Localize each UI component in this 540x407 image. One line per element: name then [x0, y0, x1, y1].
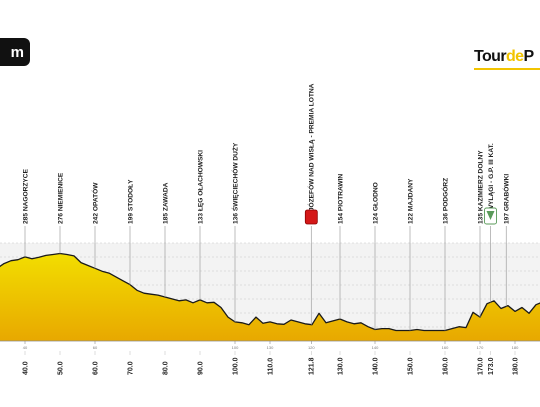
km-tick-label: 150.0 [407, 357, 414, 375]
place-label: 276 NIEMIENICE [57, 172, 64, 224]
stage-badge: m [0, 38, 30, 66]
profile-outline [0, 252, 540, 332]
small-tick-label: 40 [23, 345, 28, 350]
km-tick-label: 70.0 [127, 361, 134, 375]
km-tick-label: 121.8 [309, 357, 316, 375]
small-tick-label: 140 [372, 345, 379, 350]
place-label: 162 WYLĄGI - G.P. III KAT. [488, 143, 495, 224]
km-tick-label: 180.0 [512, 357, 519, 375]
km-tick-label: 80.0 [162, 361, 169, 375]
km-tick-label: 50.0 [57, 361, 64, 375]
sprint-marker-icon [304, 209, 318, 225]
place-label: 122 MAJDANY [407, 178, 414, 224]
small-tick-label: 100 [232, 345, 239, 350]
small-tick-label: 130 [267, 345, 274, 350]
km-tick-label: 100.0 [232, 357, 239, 375]
km-tick-label: 140.0 [372, 357, 379, 375]
place-label: 154 PIOTRAWIN [337, 174, 344, 224]
km-tick-label: 130.0 [337, 357, 344, 375]
logo-text-p: P [523, 48, 534, 65]
place-label: 136 PODGÓRZ [440, 178, 449, 224]
km-tick-label: 160.0 [442, 357, 449, 375]
place-label: 141 JÓZEFÓW NAD WISŁĄ - PREMIA LOTNA [307, 83, 316, 224]
logo-text-de: de [505, 48, 524, 65]
place-label: 185 ZAWADA [162, 182, 169, 224]
km-tick-label: 173.0 [488, 357, 495, 375]
place-label: 133 ŁĘG OŁACHOWSKI [197, 150, 204, 224]
km-tick-label: 40.0 [22, 361, 29, 375]
place-label: 136 ŚWIĘCIECHÓW DUŻY [230, 142, 239, 224]
profile-area [0, 252, 540, 341]
place-label: 135 KAZIMIERZ DOLNY [477, 150, 484, 224]
profile-fill [0, 253, 540, 341]
tour-de-pologne-logo: TourdeP [474, 48, 540, 70]
place-label: 199 STODOŁY [127, 179, 134, 224]
place-label: 124 GŁODNO [372, 182, 379, 224]
km-tick-label: 170.0 [477, 357, 484, 375]
km-tick-label: 110.0 [267, 358, 274, 375]
kom-marker-icon [486, 211, 495, 220]
small-tick-label: 60 [93, 345, 98, 350]
x-axis: 40 60 100 130 120 140 160 170 180 40.0 50.0 60.0 70.… [0, 340, 540, 375]
km-tick-label: 90.0 [197, 361, 204, 375]
logo-text-tour: Tour [474, 48, 507, 65]
small-tick-label: 170 [477, 345, 484, 350]
place-leaders [24, 226, 507, 331]
small-tick-label: 120 [308, 345, 315, 350]
place-label: 285 NAGORZYCE [22, 168, 29, 224]
place-label: 197 GRABÓWKI [502, 174, 511, 224]
place-label: 242 OPATÓW [90, 182, 99, 224]
km-tick-label: 60.0 [92, 361, 99, 375]
small-tick-label: 160 [442, 345, 449, 350]
small-tick-label: 180 [512, 345, 519, 350]
